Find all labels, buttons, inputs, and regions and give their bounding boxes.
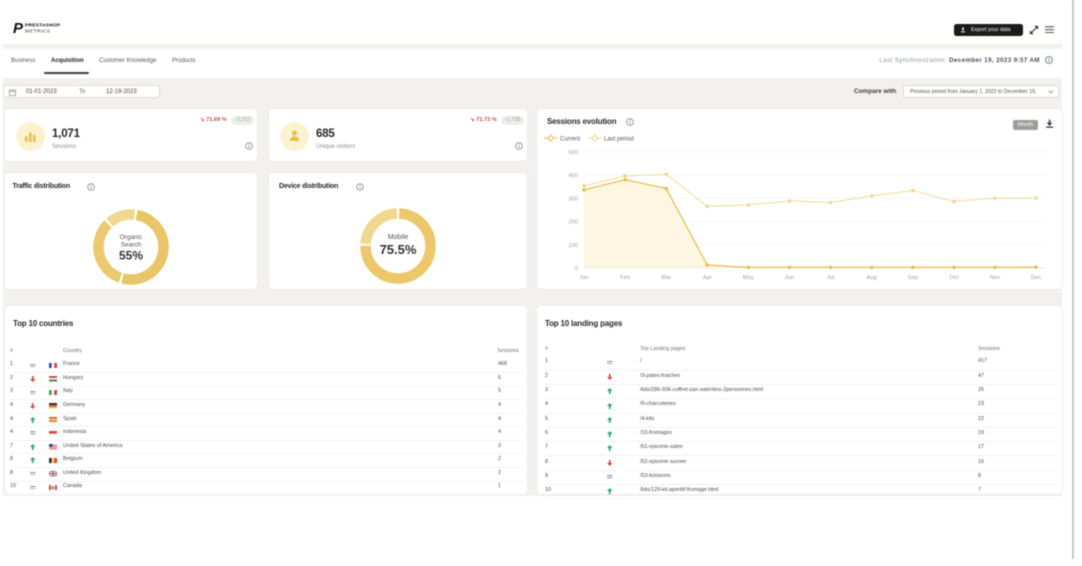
- svg-text:May: May: [743, 275, 754, 281]
- svg-text:300: 300: [568, 196, 578, 202]
- svg-text:0: 0: [575, 266, 578, 272]
- svg-text:Sep: Sep: [908, 275, 918, 281]
- svg-text:500: 500: [568, 150, 578, 156]
- svg-text:Nov: Nov: [990, 275, 1000, 281]
- svg-text:Jul: Jul: [827, 275, 834, 281]
- svg-text:Oct: Oct: [949, 275, 958, 281]
- svg-text:Current: Current: [560, 136, 580, 142]
- svg-text:P: P: [13, 20, 24, 37]
- svg-text:55%: 55%: [119, 249, 143, 263]
- svg-text:Search: Search: [121, 242, 142, 249]
- svg-text:400: 400: [568, 173, 578, 179]
- svg-text:Mobile: Mobile: [388, 234, 409, 241]
- svg-text:75.5%: 75.5%: [380, 242, 417, 257]
- svg-text:Dec: Dec: [1031, 275, 1041, 281]
- svg-text:Jan: Jan: [579, 275, 588, 281]
- svg-text:Mar: Mar: [661, 275, 671, 281]
- svg-text:Aug: Aug: [867, 275, 877, 281]
- svg-text:Apr: Apr: [703, 275, 712, 281]
- svg-text:Feb: Feb: [620, 275, 630, 281]
- svg-text:Organic: Organic: [120, 234, 144, 241]
- svg-text:METRICS: METRICS: [25, 29, 51, 35]
- svg-text:Jun: Jun: [785, 275, 794, 281]
- svg-text:100: 100: [568, 243, 578, 249]
- svg-text:200: 200: [568, 220, 578, 226]
- svg-text:Last period: Last period: [604, 136, 634, 142]
- svg-text:PRESTASHOP: PRESTASHOP: [25, 23, 61, 29]
